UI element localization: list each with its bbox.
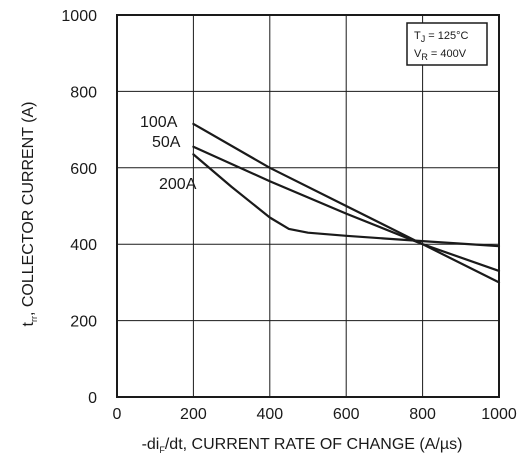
series-label-50a: 50A [152, 134, 181, 151]
series-group: 100A 50A 200A [140, 114, 501, 284]
y-tick-label: 600 [70, 161, 97, 178]
y-axis-ticks: 0 200 400 600 800 1000 [61, 8, 97, 407]
x-tick-label: 800 [409, 406, 436, 423]
x-axis-label: -diF/dt, CURRENT RATE OF CHANGE (A/µs) [142, 436, 463, 455]
x-axis-ticks: 0 200 400 600 800 1000 [113, 406, 517, 423]
conditions-frame [406, 22, 488, 66]
series-line-100a [192, 122, 501, 284]
grid [117, 15, 499, 397]
plot-area [116, 14, 500, 398]
y-tick-label: 800 [70, 84, 97, 101]
condition-vr: VR = 400V [414, 48, 467, 62]
x-tick-label: 1000 [481, 406, 517, 423]
x-tick-label: 0 [113, 406, 122, 423]
conditions-box: TJ = 125°C VR = 400V [406, 22, 488, 66]
y-tick-label: 400 [70, 237, 97, 254]
series-line-200a [192, 153, 501, 248]
y-tick-label: 200 [70, 314, 97, 331]
series-label-200a: 200A [159, 176, 197, 193]
series-line-50a [192, 145, 501, 272]
y-tick-label: 1000 [61, 8, 97, 25]
condition-tj: TJ = 125°C [414, 30, 469, 44]
series-label-100a: 100A [140, 114, 178, 131]
x-tick-label: 400 [256, 406, 283, 423]
x-tick-label: 600 [333, 406, 360, 423]
y-tick-label: 0 [88, 390, 97, 407]
y-axis-label: trr, COLLECTOR CURRENT (A) [20, 102, 39, 327]
x-tick-label: 200 [180, 406, 207, 423]
